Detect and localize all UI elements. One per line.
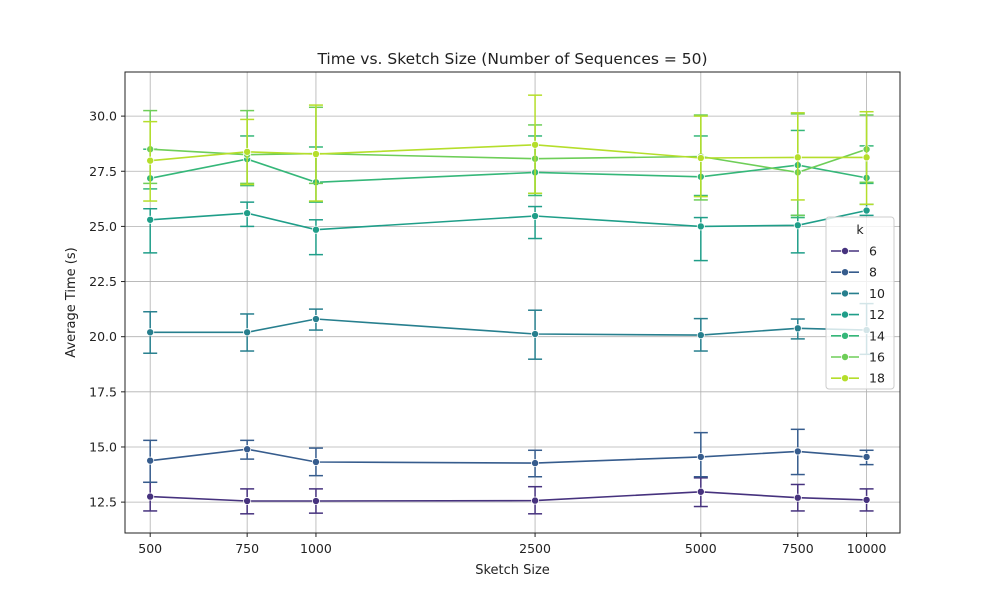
- data-point: [243, 209, 252, 218]
- x-tick-label: 500: [138, 541, 162, 556]
- series-18: [143, 94, 874, 206]
- data-point: [311, 315, 320, 324]
- y-tick-label: 25.0: [89, 219, 117, 234]
- x-tick-label: 750: [235, 541, 259, 556]
- series-12: [143, 201, 874, 262]
- tick-layer: 500 750 1000 2500 5000 7500 10000 12.5 15.0 17.5 2…: [89, 109, 886, 556]
- data-point: [793, 153, 802, 162]
- data-point: [311, 225, 320, 234]
- y-axis-label: Average Time (s): [64, 247, 79, 357]
- legend-marker: [841, 289, 850, 298]
- data-point: [696, 452, 705, 461]
- data-point: [531, 459, 540, 468]
- legend-entry-6: 6: [831, 244, 877, 259]
- data-point: [146, 156, 155, 165]
- data-point: [531, 496, 540, 505]
- legend-marker: [841, 331, 850, 340]
- data-point: [696, 222, 705, 231]
- data-point: [311, 150, 320, 159]
- y-tick-label: 22.5: [89, 274, 117, 289]
- plot-area-frame: [124, 71, 901, 534]
- series-layer: [143, 94, 874, 515]
- data-point: [862, 495, 871, 504]
- legend-entry-16: 16: [831, 350, 885, 365]
- data-point: [146, 215, 155, 224]
- data-point: [862, 206, 871, 215]
- x-tick-label: 2500: [519, 541, 551, 556]
- data-point: [793, 493, 802, 502]
- data-point: [243, 445, 252, 454]
- legend-label: 14: [869, 328, 885, 343]
- data-point: [793, 447, 802, 456]
- series-6: [143, 477, 874, 515]
- legend-label: 16: [869, 350, 885, 365]
- data-point: [243, 328, 252, 337]
- data-point: [862, 452, 871, 461]
- chart-title: Time vs. Sketch Size (Number of Sequence…: [316, 50, 707, 68]
- legend-entry-12: 12: [831, 307, 885, 322]
- x-tick-label: 7500: [782, 541, 814, 556]
- data-point: [243, 147, 252, 156]
- y-tick-label: 12.5: [89, 495, 117, 510]
- y-tick-label: 20.0: [89, 329, 117, 344]
- data-point: [793, 221, 802, 230]
- x-tick-label: 10000: [847, 541, 887, 556]
- data-point: [696, 154, 705, 163]
- legend-label: 8: [869, 265, 877, 280]
- y-tick-label: 30.0: [89, 109, 117, 124]
- data-point: [531, 212, 540, 221]
- legend-label: 10: [869, 286, 885, 301]
- y-tick-label: 17.5: [89, 384, 117, 399]
- y-tick-label: 15.0: [89, 439, 117, 454]
- x-tick-label: 5000: [685, 541, 717, 556]
- data-point: [862, 153, 871, 162]
- data-point: [531, 330, 540, 339]
- legend-label: 6: [869, 244, 877, 259]
- legend-entry-10: 10: [831, 286, 885, 301]
- legend-marker: [841, 310, 850, 319]
- legend-entry-18: 18: [831, 371, 885, 386]
- legend-title: k: [856, 222, 864, 237]
- data-point: [311, 497, 320, 506]
- legend-label: 12: [869, 307, 885, 322]
- data-point: [311, 457, 320, 466]
- legend: k 6 8 10 12 14 16 18: [825, 216, 895, 390]
- data-point: [243, 497, 252, 506]
- legend-marker: [841, 246, 850, 255]
- x-axis-label: Sketch Size: [475, 563, 550, 578]
- legend-marker: [841, 268, 850, 277]
- data-point: [696, 331, 705, 340]
- y-tick-label: 27.5: [89, 164, 117, 179]
- legend-marker: [841, 352, 850, 361]
- legend-entry-8: 8: [831, 265, 877, 280]
- x-tick-label: 1000: [300, 541, 332, 556]
- legend-marker: [841, 374, 850, 383]
- data-point: [146, 492, 155, 501]
- legend-label: 18: [869, 371, 885, 386]
- series-8: [143, 428, 874, 484]
- data-point: [793, 324, 802, 333]
- data-point: [146, 456, 155, 465]
- legend-entry-14: 14: [831, 328, 885, 343]
- legend-box: [825, 216, 895, 390]
- data-point: [696, 487, 705, 496]
- legend-entries: 6 8 10 12 14 16 18: [831, 244, 885, 386]
- data-point: [146, 328, 155, 337]
- data-point: [531, 140, 540, 149]
